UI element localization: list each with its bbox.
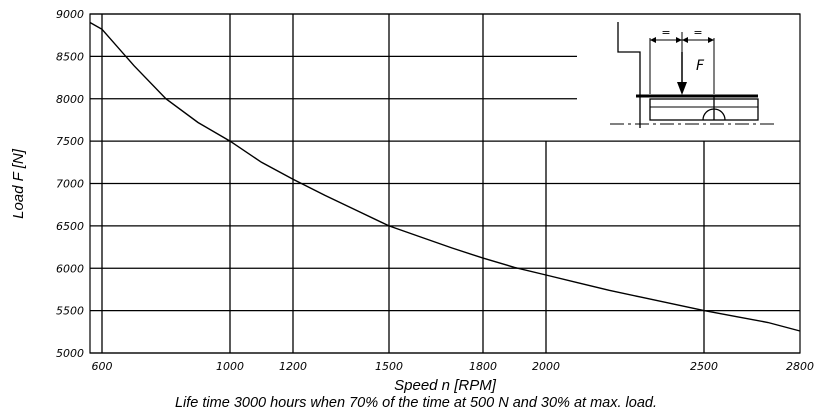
x-tick-label: 2500 [690,360,718,373]
inset-background [606,20,780,134]
plot-frame [89,13,801,354]
x-tick-labels: 600 1000 1200 1500 1800 2000 2500 2800 [92,360,815,373]
inset-shaft [649,98,759,121]
x-tick-label: 1500 [375,360,403,373]
y-axis-title: Load F [N] [10,148,27,219]
y-tick-labels: 5000 5500 6000 6500 7000 7500 8000 8500 9000 [56,8,84,360]
x-axis-title: Speed n [RPM] [394,377,497,394]
y-tick-label: 5500 [56,305,84,318]
y-tick-label: 5000 [56,347,84,360]
y-tick-label: 6500 [56,220,84,233]
y-tick-label: 8500 [56,50,84,63]
inset-force-label: F [696,58,705,74]
y-tick-label: 7500 [56,135,84,148]
x-tick-label: 1800 [469,360,497,373]
curve-layer [89,21,801,332]
grid [90,13,800,354]
y-tick-label: 7000 [56,178,84,191]
x-tick-label: 2800 [786,360,814,373]
x-tick-label: 1000 [216,360,244,373]
x-tick-label: 1200 [279,360,307,373]
y-tick-label: 9000 [56,8,84,21]
y-tick-label: 8000 [56,93,84,106]
inset-dim-arrows [650,37,714,43]
inset-force-arrowhead [677,82,687,95]
inset-dim-mark-right: = [693,26,702,39]
inset-bracket [617,22,641,128]
load-curve [89,21,801,332]
y-tick-label: 6000 [56,262,84,275]
inset-dim-mark-left: = [661,26,670,39]
x-tick-label: 600 [92,360,113,373]
load-diagram-inset: = = F [606,20,780,134]
footnote: Life time 3000 hours when 70% of the tim… [174,395,657,411]
inset-roller [702,108,726,121]
x-tick-label: 2000 [532,360,560,373]
